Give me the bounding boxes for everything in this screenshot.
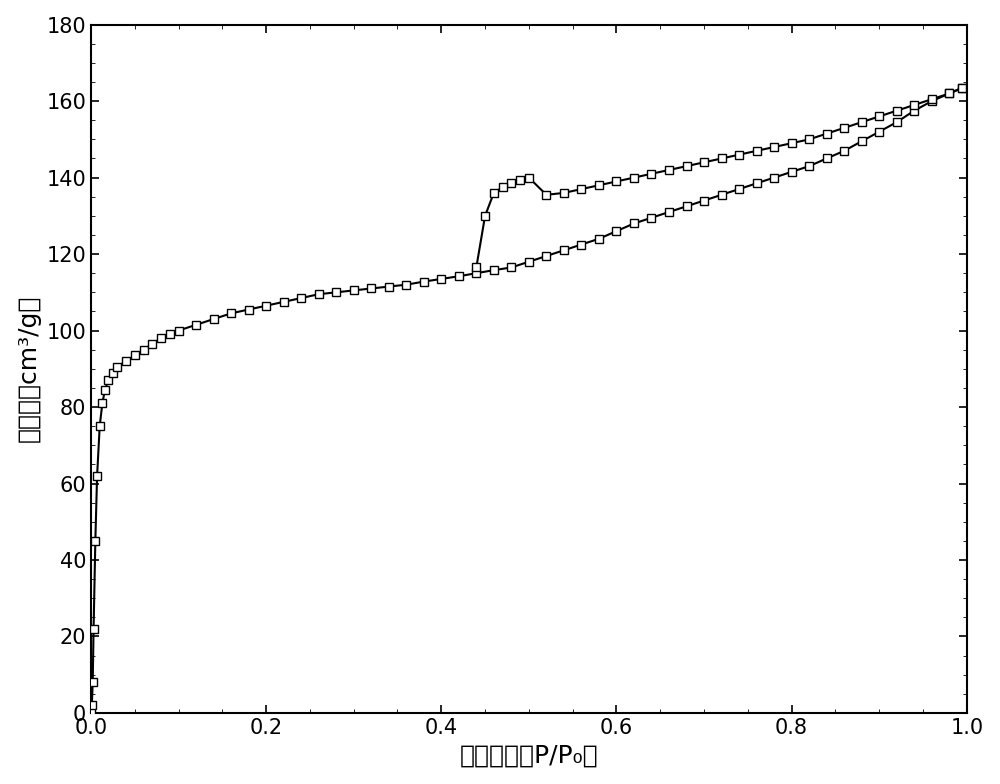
Y-axis label: 吸附量（cm³/g）: 吸附量（cm³/g） (17, 295, 41, 442)
X-axis label: 相对压力（P/P₀）: 相对压力（P/P₀） (460, 743, 598, 768)
